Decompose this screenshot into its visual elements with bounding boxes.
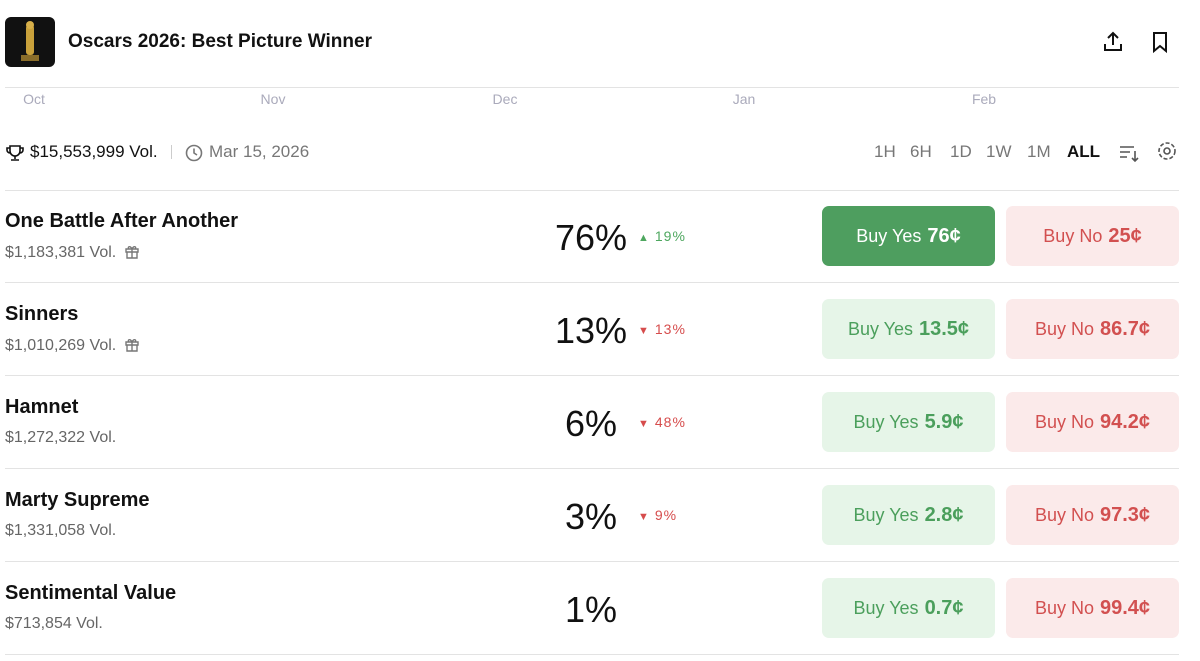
buy-no-label: Buy No <box>1034 318 1094 339</box>
change-arrow: ▲ <box>638 232 650 244</box>
buy-yes-label: Buy Yes <box>853 504 919 525</box>
buy-no-label: Buy No <box>1043 225 1103 246</box>
buy-no-price: 25¢ <box>1108 224 1142 247</box>
buy-yes-label: Buy Yes <box>847 318 913 339</box>
gift-icon <box>125 339 139 352</box>
change-value: 19% <box>654 228 686 244</box>
change-indicator: ▼ 13% <box>638 321 686 337</box>
outcome-volume: $1,331,058 Vol. <box>5 522 117 539</box>
outcome-chance: 1% <box>564 589 618 630</box>
divider <box>5 468 1179 469</box>
month-label: Dec <box>492 91 518 107</box>
buy-no-button[interactable]: Buy No 25¢ <box>1006 206 1179 266</box>
gift-icon <box>125 246 139 259</box>
outcome-row[interactable]: Sinners $1,010,269 Vol. 13% ▼ 13% Buy Yes 13.5… <box>0 283 1200 376</box>
range-option[interactable]: 1W <box>986 142 1012 161</box>
separator <box>171 145 172 159</box>
clock-icon <box>185 144 203 162</box>
range-option[interactable]: 1H <box>874 142 896 161</box>
share-button[interactable] <box>1101 30 1125 54</box>
total-volume: $15,553,999 Vol. <box>30 142 158 161</box>
market-icon <box>5 17 55 67</box>
market-title: Oscars 2026: Best Picture Winner <box>68 31 372 52</box>
buy-yes-price: 2.8¢ <box>924 503 964 526</box>
outcome-name: One Battle After Another <box>5 210 238 232</box>
end-date: Mar 15, 2026 <box>209 142 310 161</box>
trophy-icon <box>6 145 24 161</box>
divider <box>5 375 1179 376</box>
range-option[interactable]: 1M <box>1027 142 1051 161</box>
buy-no-price: 94.2¢ <box>1099 410 1151 433</box>
change-value: 9% <box>654 507 678 523</box>
month-label: Jan <box>732 91 756 107</box>
buy-no-button[interactable]: Buy No 97.3¢ <box>1006 485 1179 545</box>
buy-no-price: 99.4¢ <box>1099 596 1151 619</box>
sort-button[interactable] <box>1118 142 1140 164</box>
buy-no-label: Buy No <box>1034 597 1094 618</box>
divider <box>5 654 1179 655</box>
buy-yes-price: 0.7¢ <box>924 596 964 619</box>
outcome-row[interactable]: One Battle After Another $1,183,381 Vol. 7… <box>0 190 1200 283</box>
outcome-name: Hamnet <box>5 396 79 418</box>
outcome-name: Sinners <box>5 303 79 325</box>
change-arrow: ▼ <box>638 511 650 523</box>
change-arrow: ▼ <box>638 418 650 430</box>
range-option[interactable]: ALL <box>1067 142 1101 161</box>
divider <box>5 561 1179 562</box>
outcome-name: Marty Supreme <box>5 489 150 511</box>
buy-yes-label: Buy Yes <box>853 597 919 618</box>
divider <box>5 190 1179 191</box>
outcome-volume: $1,183,381 Vol. <box>5 243 140 262</box>
outcome-row[interactable]: Marty Supreme $1,331,058 Vol. 3% ▼ 9% Buy Yes… <box>0 469 1200 562</box>
buy-yes-button[interactable]: Buy Yes 13.5¢ <box>822 299 995 359</box>
buy-yes-price: 5.9¢ <box>924 410 964 433</box>
month-label: Oct <box>23 91 45 107</box>
range-option[interactable]: 6H <box>910 142 932 161</box>
buy-yes-price: 13.5¢ <box>919 317 970 340</box>
buy-no-price: 97.3¢ <box>1099 503 1151 526</box>
outcome-chance: 13% <box>554 310 628 351</box>
outcome-chance: 76% <box>554 217 628 258</box>
buy-no-button[interactable]: Buy No 86.7¢ <box>1006 299 1179 359</box>
change-indicator: ▼ 48% <box>638 414 686 430</box>
buy-yes-label: Buy Yes <box>853 411 919 432</box>
outcome-volume: $713,854 Vol. <box>5 615 103 632</box>
month-label: Feb <box>971 91 997 107</box>
change-value: 48% <box>654 414 686 430</box>
outcome-chance: 3% <box>564 496 618 537</box>
range-option[interactable]: 1D <box>950 142 972 161</box>
change-arrow: ▼ <box>638 325 650 337</box>
buy-no-label: Buy No <box>1034 504 1094 525</box>
change-indicator: ▼ 9% <box>638 507 677 523</box>
outcome-volume: $1,272,322 Vol. <box>5 429 117 446</box>
buy-no-price: 86.7¢ <box>1099 317 1151 340</box>
outcome-row[interactable]: Sentimental Value $713,854 Vol. 1% Buy Yes 0… <box>0 562 1200 655</box>
buy-yes-button[interactable]: Buy Yes 5.9¢ <box>822 392 995 452</box>
buy-yes-button[interactable]: Buy Yes 0.7¢ <box>822 578 995 638</box>
change-indicator: ▲ 19% <box>638 228 686 244</box>
outcome-name: Sentimental Value <box>5 582 177 604</box>
buy-yes-button[interactable]: Buy Yes 76¢ <box>822 206 995 266</box>
outcome-volume: $1,010,269 Vol. <box>5 336 140 355</box>
bookmark-button[interactable] <box>1148 30 1172 54</box>
settings-button[interactable] <box>1156 140 1178 162</box>
change-value: 13% <box>654 321 686 337</box>
month-label: Nov <box>260 91 286 107</box>
buy-yes-button[interactable]: Buy Yes 2.8¢ <box>822 485 995 545</box>
outcome-chance: 6% <box>564 403 618 444</box>
outcome-row[interactable]: Hamnet $1,272,322 Vol. 6% ▼ 48% Buy Yes 5.9¢ Bu… <box>0 376 1200 469</box>
buy-no-button[interactable]: Buy No 94.2¢ <box>1006 392 1179 452</box>
buy-no-label: Buy No <box>1034 411 1094 432</box>
buy-no-button[interactable]: Buy No 99.4¢ <box>1006 578 1179 638</box>
divider <box>5 282 1179 283</box>
buy-yes-label: Buy Yes <box>856 225 922 246</box>
statue-icon <box>21 21 39 61</box>
buy-yes-price: 76¢ <box>927 224 961 247</box>
divider <box>5 87 1179 88</box>
